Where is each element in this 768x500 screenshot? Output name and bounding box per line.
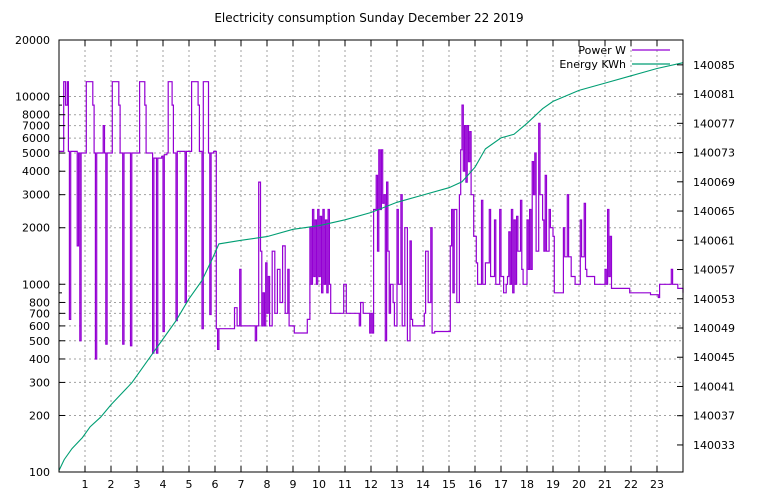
y2-tick-label: 140065 [693,205,735,218]
y2-tick-label: 140081 [693,88,735,101]
axis-ticks: 1 2 3 4 5 6 7 8 9 10 11 12 13 14 15 16 17 18 19 20 21 22 23100… [15,34,735,491]
x-tick-label: 13 [390,478,404,491]
x-tick-label: 12 [364,478,378,491]
y-tick-label: 300 [29,376,50,389]
y2-tick-label: 140049 [693,322,735,335]
y2-tick-label: 140069 [693,176,735,189]
y-tick-label: 800 [29,296,50,309]
y2-tick-label: 140041 [693,380,735,393]
y-tick-label: 700 [29,307,50,320]
y-tick-label: 100 [29,466,50,479]
x-tick-label: 18 [520,478,534,491]
y-tick-label: 2000 [22,222,50,235]
power-series-line [59,81,684,360]
y2-tick-label: 140037 [693,410,735,423]
y2-tick-label: 140073 [693,147,735,160]
y2-tick-label: 140057 [693,264,735,277]
x-tick-label: 22 [624,478,638,491]
y-tick-label: 5000 [22,147,50,160]
y-tick-label: 8000 [22,109,50,122]
x-tick-label: 4 [160,478,167,491]
x-tick-label: 11 [338,478,352,491]
x-tick-label: 23 [650,478,664,491]
y-tick-label: 3000 [22,189,50,202]
x-tick-label: 15 [442,478,456,491]
legend: Power W Energy KWh [559,44,670,71]
y-tick-label: 6000 [22,132,50,145]
x-tick-label: 17 [494,478,508,491]
x-tick-label: 8 [264,478,271,491]
x-tick-label: 6 [212,478,219,491]
x-tick-label: 5 [186,478,193,491]
y2-tick-label: 140077 [693,117,735,130]
y-tick-label: 1000 [22,278,50,291]
y-tick-label: 4000 [22,165,50,178]
y2-tick-label: 140053 [693,293,735,306]
x-tick-label: 20 [572,478,586,491]
y2-tick-label: 140085 [693,59,735,72]
x-tick-label: 3 [134,478,141,491]
x-tick-label: 1 [82,478,89,491]
x-tick-label: 2 [108,478,115,491]
chart-title: Electricity consumption Sunday December … [214,11,523,25]
x-tick-label: 16 [468,478,482,491]
x-tick-label: 14 [416,478,430,491]
y-tick-label: 500 [29,335,50,348]
x-tick-label: 21 [598,478,612,491]
y2-tick-label: 140045 [693,351,735,364]
y-tick-label: 600 [29,320,50,333]
y-tick-label: 200 [29,409,50,422]
legend-label-energy: Energy KWh [559,58,626,71]
y-tick-label: 20000 [15,34,50,47]
y-tick-label: 7000 [22,120,50,133]
x-tick-label: 19 [546,478,560,491]
series-layer [58,62,684,471]
y2-tick-label: 140033 [693,439,735,452]
energy-series-line [58,62,684,471]
y-tick-label: 10000 [15,91,50,104]
x-tick-label: 10 [312,478,326,491]
x-tick-label: 7 [238,478,245,491]
y2-tick-label: 140061 [693,234,735,247]
y-tick-label: 400 [29,353,50,366]
legend-label-power: Power W [578,44,626,57]
x-tick-label: 9 [290,478,297,491]
